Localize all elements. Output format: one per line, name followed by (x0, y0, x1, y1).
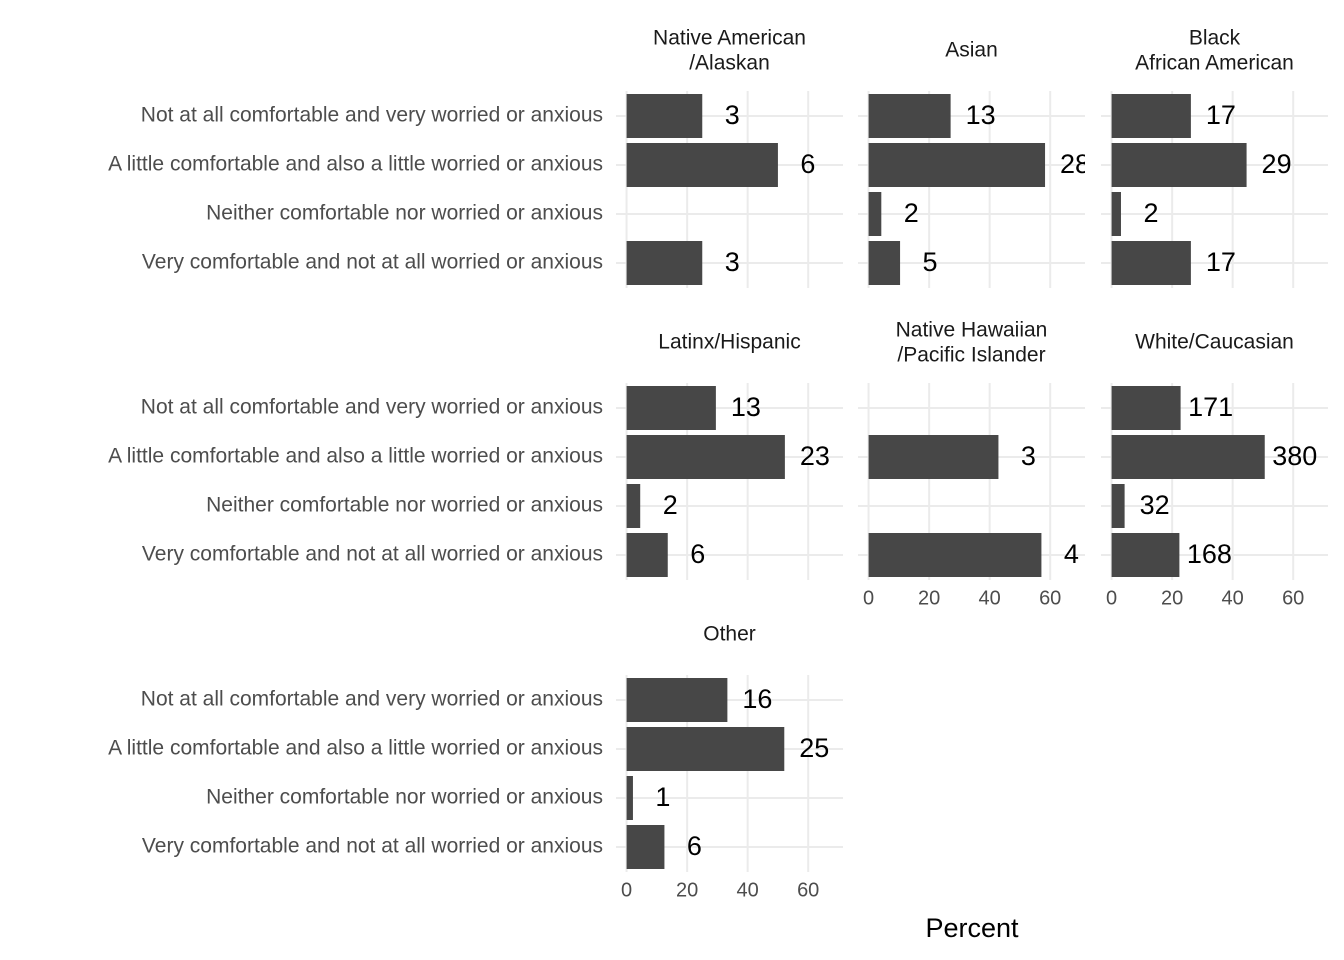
facet-panel: 3 6 3 (616, 91, 843, 288)
data-label: 380 (1272, 441, 1317, 471)
facet-panel: 13 28 25 (858, 91, 1090, 288)
data-label: 4 (1064, 539, 1079, 569)
bar (1111, 94, 1191, 138)
x-tick-label: 60 (1282, 587, 1304, 609)
facet-title: Native Hawaiian/Pacific Islander (896, 318, 1048, 366)
bar (1111, 435, 1265, 479)
facet-panel: 13 23 26 (616, 383, 843, 580)
y-tick-label: Neither comfortable nor worried or anxio… (206, 786, 603, 809)
bar (626, 143, 778, 187)
data-label: 16 (742, 684, 772, 714)
bar (626, 678, 728, 722)
data-label: 3 (725, 247, 740, 277)
data-label: 171 (1188, 392, 1233, 422)
x-tick-label: 20 (918, 587, 940, 609)
bar (868, 94, 951, 138)
bar (626, 484, 641, 528)
bar (868, 435, 999, 479)
facet-panel: 16 25 16 (616, 675, 843, 872)
data-label: 3 (725, 100, 740, 130)
data-label: 168 (1187, 539, 1232, 569)
bar (868, 143, 1046, 187)
data-label: 3 (1021, 441, 1036, 471)
data-label: 6 (800, 149, 815, 179)
bar (868, 192, 882, 236)
data-label: 2 (904, 198, 919, 228)
data-label: 29 (1262, 149, 1292, 179)
y-tick-label: A little comfortable and also a little w… (108, 153, 603, 176)
bar (626, 435, 785, 479)
y-tick-label: Very comfortable and not at all worried … (142, 835, 603, 858)
y-tick-label: Neither comfortable nor worried or anxio… (206, 494, 603, 517)
x-axis-title: Percent (925, 913, 1019, 943)
x-tick-label: 0 (1106, 587, 1117, 609)
data-label: 13 (731, 392, 761, 422)
y-tick-label: Not at all comfortable and very worried … (141, 688, 603, 711)
bar (626, 776, 633, 820)
bar (1111, 241, 1191, 285)
y-tick-label: Very comfortable and not at all worried … (142, 251, 603, 274)
bar (626, 825, 665, 869)
data-label: 2 (1143, 198, 1158, 228)
bar (626, 94, 703, 138)
bar (1111, 143, 1247, 187)
bar (1111, 386, 1181, 430)
x-tick-label: 0 (863, 587, 874, 609)
bar (868, 533, 1042, 577)
facet-panel: 34 (858, 383, 1085, 580)
facet-title: Native American/Alaskan (653, 26, 806, 74)
data-label: 17 (1206, 247, 1236, 277)
data-label: 2 (663, 490, 678, 520)
bar (1111, 533, 1180, 577)
x-tick-label: 40 (737, 879, 759, 901)
y-tick-label: Very comfortable and not at all worried … (142, 543, 603, 566)
bar (626, 727, 785, 771)
data-label: 23 (800, 441, 830, 471)
data-label: 28 (1060, 149, 1090, 179)
facet-title: Black African American (1135, 26, 1294, 74)
facet-title: Latinx/Hispanic (658, 331, 800, 354)
bar (1111, 484, 1125, 528)
facet-title: White/Caucasian (1135, 331, 1294, 354)
x-tick-label: 20 (1161, 587, 1183, 609)
bar (626, 386, 716, 430)
x-tick-label: 40 (979, 587, 1001, 609)
data-label: 32 (1140, 490, 1170, 520)
data-label: 17 (1206, 100, 1236, 130)
x-tick-label: 40 (1222, 587, 1244, 609)
x-tick-label: 60 (797, 879, 819, 901)
bar (868, 241, 901, 285)
data-label: 5 (923, 247, 938, 277)
y-tick-label: Neither comfortable nor worried or anxio… (206, 202, 603, 225)
y-tick-label: A little comfortable and also a little w… (108, 445, 603, 468)
facet-panel: 171 380 32 168 (1101, 383, 1328, 580)
y-tick-label: Not at all comfortable and very worried … (141, 396, 603, 419)
x-tick-label: 60 (1039, 587, 1061, 609)
y-tick-label: A little comfortable and also a little w… (108, 737, 603, 760)
data-label: 6 (690, 539, 705, 569)
bar (1111, 192, 1121, 236)
y-tick-label: Not at all comfortable and very worried … (141, 104, 603, 127)
bar (626, 533, 668, 577)
facet-panel: 17 29 2 17 (1101, 91, 1328, 288)
data-label: 25 (799, 733, 829, 763)
data-label: 13 (966, 100, 996, 130)
facet-title: Other (703, 623, 756, 646)
data-label: 1 (655, 782, 670, 812)
facet-title: Asian (945, 39, 998, 62)
data-label: 6 (687, 831, 702, 861)
x-tick-label: 0 (621, 879, 632, 901)
x-tick-label: 20 (676, 879, 698, 901)
bar (626, 241, 703, 285)
